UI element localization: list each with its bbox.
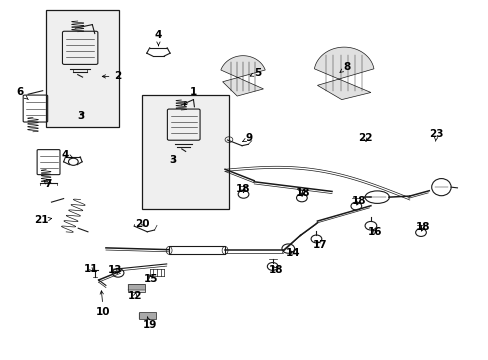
Text: 18: 18 xyxy=(236,184,250,194)
Text: 18: 18 xyxy=(415,222,430,232)
Text: 1: 1 xyxy=(184,87,197,105)
Text: 18: 18 xyxy=(295,188,309,198)
Text: 5: 5 xyxy=(250,68,261,78)
Text: 13: 13 xyxy=(107,265,122,275)
Text: 18: 18 xyxy=(268,265,283,275)
Text: 18: 18 xyxy=(351,197,365,206)
Text: 11: 11 xyxy=(84,264,99,274)
Polygon shape xyxy=(127,284,145,292)
Text: 7: 7 xyxy=(44,179,51,189)
Polygon shape xyxy=(221,56,264,96)
Text: 21: 21 xyxy=(34,215,52,225)
Text: 6: 6 xyxy=(16,87,28,100)
Text: 20: 20 xyxy=(135,219,149,229)
Text: 23: 23 xyxy=(428,129,443,141)
Bar xyxy=(169,247,224,254)
Text: 19: 19 xyxy=(142,317,157,330)
Text: 4: 4 xyxy=(62,150,72,160)
Text: 9: 9 xyxy=(242,133,252,143)
Bar xyxy=(142,95,228,209)
Polygon shape xyxy=(314,47,373,100)
Text: 3: 3 xyxy=(168,156,176,165)
Text: 3: 3 xyxy=(77,111,84,121)
Bar xyxy=(46,10,119,127)
Text: 12: 12 xyxy=(127,291,142,301)
Text: 14: 14 xyxy=(285,248,300,258)
Text: 17: 17 xyxy=(312,240,326,250)
Text: 10: 10 xyxy=(96,291,110,317)
Polygon shape xyxy=(138,312,156,319)
Text: 4: 4 xyxy=(154,30,162,46)
Text: 16: 16 xyxy=(367,227,381,237)
Text: 8: 8 xyxy=(339,63,349,72)
Text: 22: 22 xyxy=(357,133,371,143)
Text: 2: 2 xyxy=(102,71,122,81)
Text: 15: 15 xyxy=(143,274,158,284)
